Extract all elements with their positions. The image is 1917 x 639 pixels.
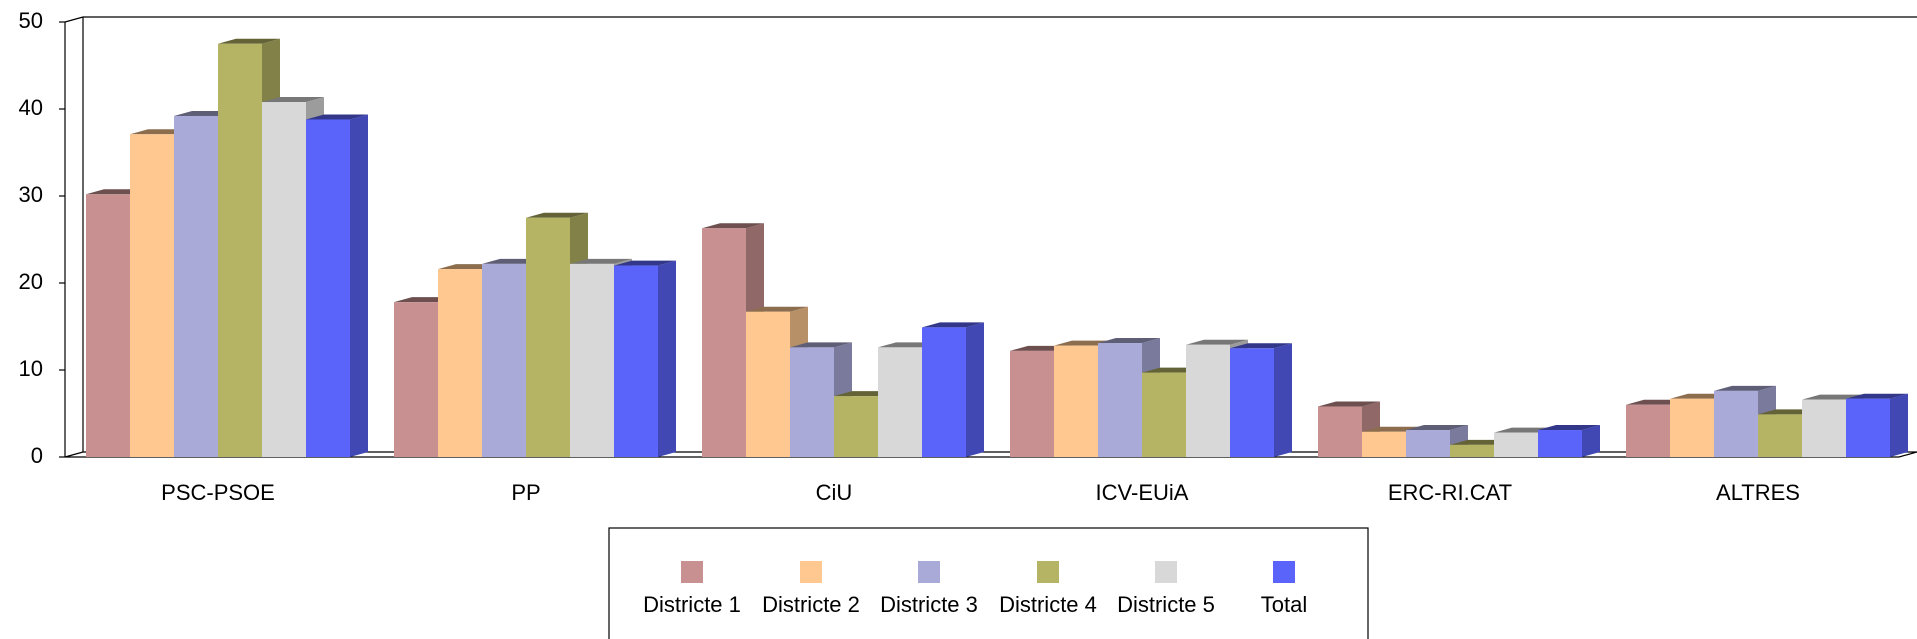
x-tick-label: PSC-PSOE (161, 480, 275, 505)
bar (174, 115, 218, 458)
bar (1230, 348, 1274, 457)
legend-swatch (1155, 561, 1177, 583)
bar-top (306, 114, 368, 120)
bar-top (614, 260, 676, 266)
bar (834, 396, 878, 457)
bar-top (570, 258, 632, 264)
legend-label: Total (1261, 592, 1307, 617)
legend-label: Districte 1 (643, 592, 741, 617)
y-tick-label: 50 (19, 8, 43, 33)
bar (702, 228, 746, 457)
bar (86, 194, 130, 457)
bar-top (526, 212, 588, 218)
bar (570, 263, 614, 457)
bar (1450, 444, 1494, 457)
bar-top (1186, 339, 1248, 345)
bar (1406, 430, 1450, 457)
bar (306, 119, 350, 457)
bar-side (1890, 393, 1908, 457)
bar-top (1098, 338, 1160, 344)
bar (922, 327, 966, 457)
bar-side (1274, 343, 1292, 457)
bar-top (1714, 385, 1776, 391)
bar-top (790, 342, 852, 348)
legend-label: Districte 4 (999, 592, 1097, 617)
bar-side (350, 114, 368, 457)
y-tick-label: 30 (19, 182, 43, 207)
bar (262, 102, 306, 457)
legend-label: Districte 5 (1117, 592, 1215, 617)
bar-side (1582, 425, 1600, 457)
bar-top (1406, 425, 1468, 431)
bar (1714, 390, 1758, 457)
x-tick-label: ICV-EUiA (1096, 480, 1189, 505)
bar-side (658, 260, 676, 457)
bar (614, 265, 658, 457)
bar (1670, 398, 1714, 457)
y-axis-diag (64, 16, 84, 23)
bar (482, 263, 526, 457)
x-tick-label: ERC-RI.CAT (1388, 480, 1512, 505)
bar-top (218, 38, 280, 44)
bar (394, 302, 438, 457)
bar (1318, 406, 1362, 457)
bar (1758, 414, 1802, 457)
y-tick-label: 0 (31, 443, 43, 468)
legend-box (608, 527, 1369, 639)
bar (1098, 343, 1142, 457)
bar (1626, 404, 1670, 457)
bar (1186, 344, 1230, 457)
y-tick-label: 40 (19, 95, 43, 120)
bar-top (1538, 425, 1600, 431)
legend-label: Districte 3 (880, 592, 978, 617)
bar (438, 269, 482, 457)
bar (1538, 430, 1582, 457)
bar (1494, 432, 1538, 457)
bar-top (262, 97, 324, 103)
y-tick-label: 10 (19, 356, 43, 381)
bar (878, 347, 922, 457)
bar (1142, 372, 1186, 457)
bar (1362, 431, 1406, 457)
legend-swatch (1037, 561, 1059, 583)
bar (526, 217, 570, 457)
bar (790, 347, 834, 457)
legend-swatch (1273, 561, 1295, 583)
x-tick-label: ALTRES (1716, 480, 1800, 505)
bar (218, 43, 262, 457)
y-tick-label: 20 (19, 269, 43, 294)
bar (130, 134, 174, 458)
x-tick-label: CiU (816, 480, 853, 505)
bar-top (746, 306, 808, 312)
bar-top (922, 322, 984, 328)
bar (746, 311, 790, 457)
legend-swatch (918, 561, 940, 583)
bar (1010, 350, 1054, 457)
x-tick-label: PP (511, 480, 540, 505)
bar-top (702, 223, 764, 229)
bar-top (1230, 343, 1292, 349)
legend-label: Districte 2 (762, 592, 860, 617)
bar (1846, 398, 1890, 457)
legend-swatch (800, 561, 822, 583)
bar (1054, 345, 1098, 457)
bar-top (1846, 393, 1908, 399)
bar-top (1318, 401, 1380, 407)
bar-side (966, 322, 984, 457)
bar (1802, 399, 1846, 457)
legend-swatch (681, 561, 703, 583)
